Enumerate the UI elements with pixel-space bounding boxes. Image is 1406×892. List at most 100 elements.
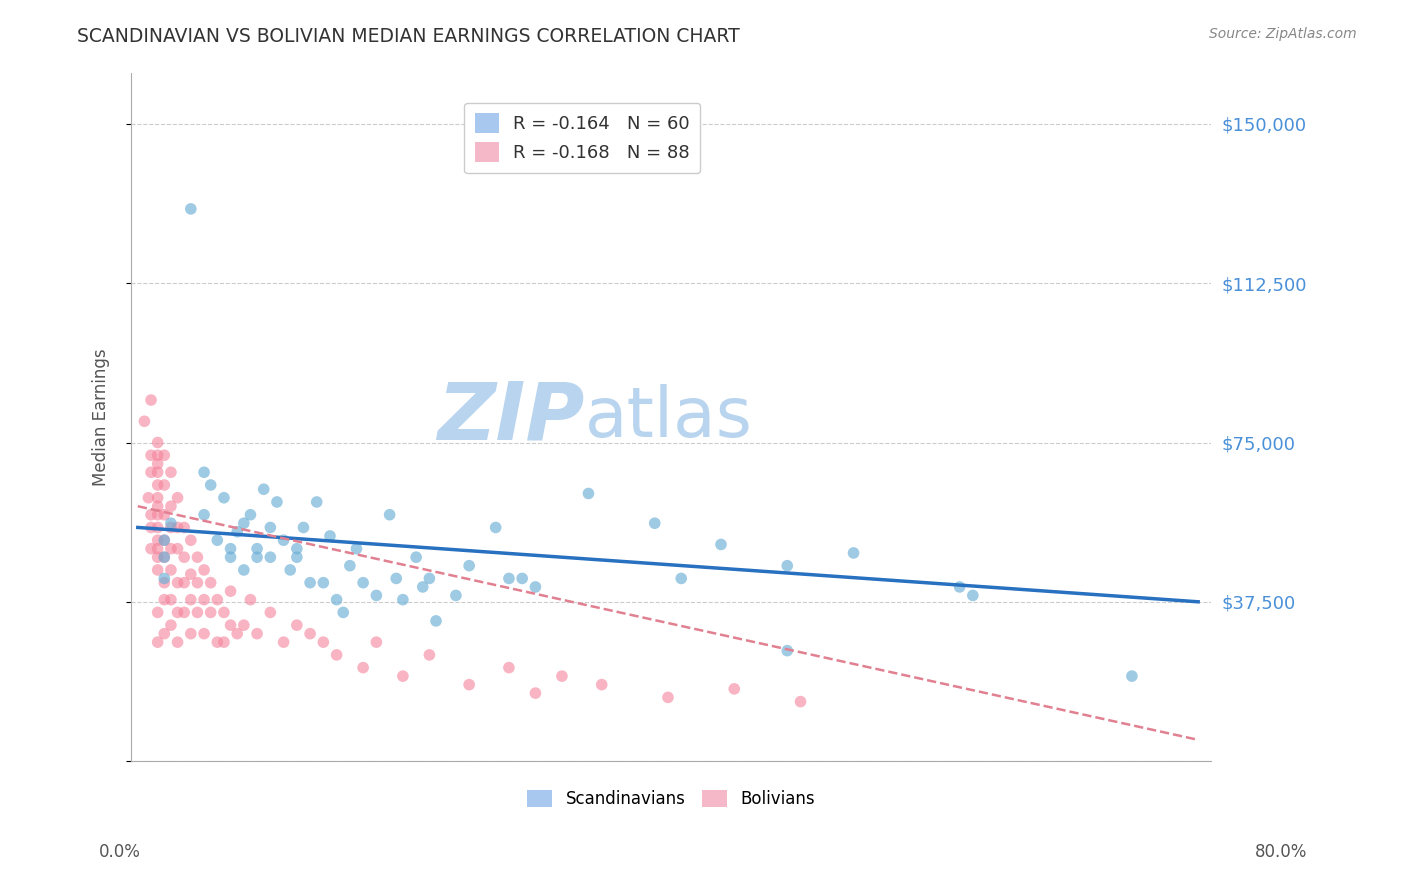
Point bbox=[193, 465, 215, 479]
Point bbox=[166, 520, 188, 534]
Point bbox=[259, 606, 281, 620]
Point bbox=[246, 626, 269, 640]
Point bbox=[139, 465, 162, 479]
Point bbox=[789, 695, 811, 709]
Point bbox=[146, 563, 169, 577]
Point bbox=[139, 508, 162, 522]
Point bbox=[352, 660, 374, 674]
Point bbox=[146, 606, 169, 620]
Point bbox=[219, 550, 242, 565]
Point bbox=[776, 558, 799, 573]
Point bbox=[134, 414, 156, 428]
Point bbox=[285, 541, 308, 556]
Point bbox=[180, 567, 202, 582]
Point bbox=[266, 495, 288, 509]
Point bbox=[146, 520, 169, 534]
Point bbox=[385, 571, 408, 585]
Point bbox=[510, 571, 533, 585]
Point bbox=[146, 635, 169, 649]
Point bbox=[212, 491, 235, 505]
Point bbox=[146, 508, 169, 522]
Point bbox=[146, 500, 169, 514]
Point bbox=[776, 643, 799, 657]
Point bbox=[551, 669, 574, 683]
Text: 0.0%: 0.0% bbox=[98, 843, 141, 861]
Point bbox=[325, 592, 347, 607]
Point bbox=[278, 563, 301, 577]
Point bbox=[392, 592, 415, 607]
Point bbox=[138, 491, 160, 505]
Point bbox=[524, 580, 547, 594]
Point bbox=[842, 546, 865, 560]
Legend: Scandinavians, Bolivians: Scandinavians, Bolivians bbox=[520, 783, 823, 814]
Point bbox=[418, 571, 440, 585]
Point bbox=[232, 516, 254, 531]
Text: ZIP: ZIP bbox=[437, 378, 585, 456]
Point bbox=[160, 465, 183, 479]
Point bbox=[166, 541, 188, 556]
Point bbox=[146, 533, 169, 548]
Point bbox=[186, 575, 208, 590]
Point bbox=[366, 589, 388, 603]
Point bbox=[180, 202, 202, 216]
Point bbox=[160, 618, 183, 632]
Point bbox=[193, 626, 215, 640]
Point bbox=[173, 550, 195, 565]
Point bbox=[948, 580, 970, 594]
Point bbox=[153, 626, 176, 640]
Point bbox=[173, 520, 195, 534]
Point bbox=[346, 541, 368, 556]
Point bbox=[312, 575, 335, 590]
Point bbox=[412, 580, 434, 594]
Point bbox=[285, 618, 308, 632]
Point bbox=[180, 533, 202, 548]
Point bbox=[485, 520, 508, 534]
Point bbox=[352, 575, 374, 590]
Point bbox=[305, 495, 328, 509]
Point bbox=[153, 533, 176, 548]
Point bbox=[153, 508, 176, 522]
Point bbox=[498, 660, 520, 674]
Point bbox=[405, 550, 427, 565]
Point bbox=[180, 592, 202, 607]
Y-axis label: Median Earnings: Median Earnings bbox=[93, 348, 110, 486]
Point bbox=[219, 541, 242, 556]
Point bbox=[153, 575, 176, 590]
Point bbox=[180, 626, 202, 640]
Text: SCANDINAVIAN VS BOLIVIAN MEDIAN EARNINGS CORRELATION CHART: SCANDINAVIAN VS BOLIVIAN MEDIAN EARNINGS… bbox=[77, 27, 740, 45]
Point bbox=[710, 537, 733, 551]
Point bbox=[166, 606, 188, 620]
Point bbox=[166, 635, 188, 649]
Point bbox=[962, 589, 984, 603]
Point bbox=[139, 448, 162, 462]
Point bbox=[153, 550, 176, 565]
Point bbox=[458, 678, 481, 692]
Point bbox=[578, 486, 600, 500]
Point bbox=[207, 592, 229, 607]
Point bbox=[219, 584, 242, 599]
Text: atlas: atlas bbox=[585, 384, 752, 450]
Point bbox=[246, 541, 269, 556]
Point bbox=[146, 448, 169, 462]
Point bbox=[153, 448, 176, 462]
Point bbox=[146, 550, 169, 565]
Point bbox=[212, 635, 235, 649]
Point bbox=[299, 575, 322, 590]
Point bbox=[166, 491, 188, 505]
Point bbox=[378, 508, 401, 522]
Point bbox=[325, 648, 347, 662]
Point bbox=[259, 520, 281, 534]
Point bbox=[312, 635, 335, 649]
Point bbox=[292, 520, 315, 534]
Point bbox=[418, 648, 440, 662]
Point bbox=[153, 571, 176, 585]
Point bbox=[139, 520, 162, 534]
Point bbox=[160, 541, 183, 556]
Point bbox=[146, 435, 169, 450]
Point bbox=[139, 541, 162, 556]
Point bbox=[339, 558, 361, 573]
Point bbox=[166, 575, 188, 590]
Point bbox=[723, 681, 745, 696]
Point bbox=[246, 550, 269, 565]
Point bbox=[153, 478, 176, 492]
